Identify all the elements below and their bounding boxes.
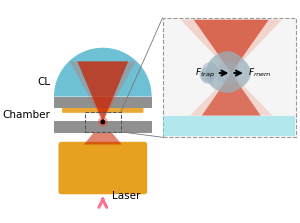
Wedge shape: [54, 48, 152, 97]
Polygon shape: [181, 20, 282, 73]
FancyBboxPatch shape: [163, 18, 296, 137]
FancyBboxPatch shape: [62, 106, 143, 113]
Polygon shape: [216, 62, 239, 85]
Polygon shape: [194, 20, 269, 73]
Text: Chamber: Chamber: [2, 110, 50, 120]
Polygon shape: [190, 73, 272, 116]
Circle shape: [98, 117, 108, 127]
Polygon shape: [84, 122, 122, 145]
Bar: [54, 121, 152, 133]
Circle shape: [202, 62, 218, 78]
Bar: [85, 112, 121, 132]
FancyBboxPatch shape: [58, 142, 147, 194]
Polygon shape: [70, 61, 136, 122]
Text: Laser: Laser: [112, 191, 140, 201]
Text: $\mathit{F}_{\mathit{trap}}$: $\mathit{F}_{\mathit{trap}}$: [195, 66, 215, 80]
Polygon shape: [228, 120, 235, 136]
Polygon shape: [202, 73, 261, 116]
Circle shape: [202, 71, 214, 84]
Polygon shape: [206, 51, 251, 93]
Circle shape: [100, 119, 105, 124]
Bar: [54, 97, 152, 108]
Bar: [164, 116, 296, 136]
Bar: [63, 186, 142, 192]
Circle shape: [200, 68, 214, 82]
Text: CL: CL: [37, 77, 50, 87]
Polygon shape: [77, 61, 128, 122]
Text: $\mathit{F}_{\mathit{mem}}$: $\mathit{F}_{\mathit{mem}}$: [248, 67, 271, 79]
